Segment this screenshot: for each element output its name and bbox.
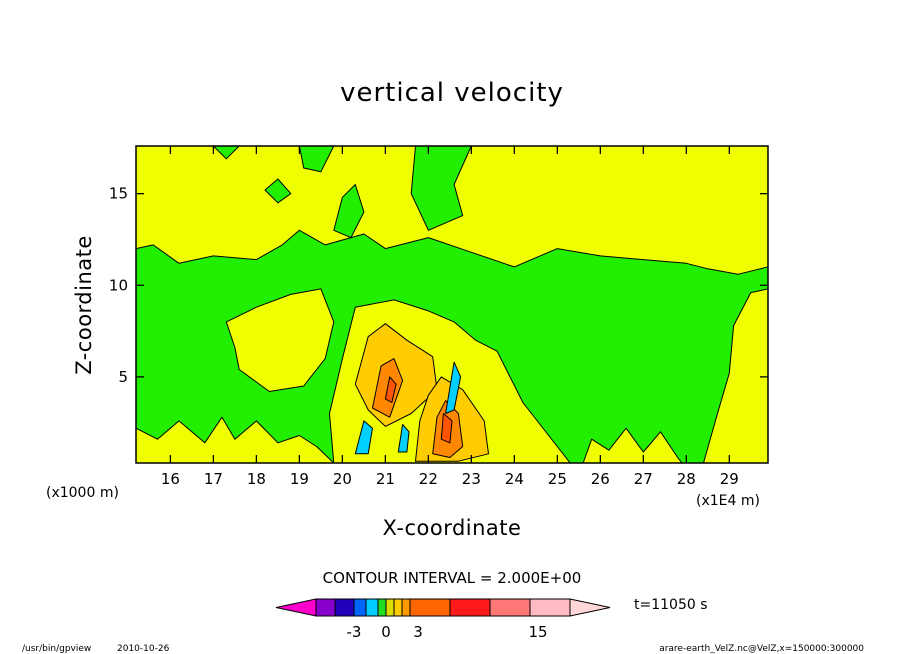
contour-region-cyan [397,424,410,453]
x-tick-label: 19 [290,470,309,488]
contour-region-yellow [582,427,683,463]
colorbar-segment [449,598,491,617]
contour-region-deep_orange [440,413,453,444]
x-tick-label: 29 [720,470,739,488]
x-axis-label: X-coordinate [383,516,522,540]
x-unit-label: (x1E4 m) [696,493,760,509]
y-tick-label: 15 [109,185,128,203]
colorbar-segment [489,598,531,617]
footer-program: /usr/bin/gpview [22,644,91,654]
y-tick-label: 5 [118,368,128,386]
plot-area [135,145,769,464]
x-tick-label: 22 [419,470,438,488]
contour-region-yellow [136,416,335,463]
contour-region-cyan [445,361,462,414]
contour-region-cyan [354,420,373,455]
contour-region-deep_orange [384,376,397,403]
colorbar-tick-label: 15 [528,623,547,641]
x-tick-label: 21 [376,470,395,488]
x-tick-label: 16 [161,470,180,488]
colorbar-segment [401,598,411,617]
x-tick-label: 25 [548,470,567,488]
colorbar-segment [377,598,387,617]
contour-interval-label: CONTOUR INTERVAL = 2.000E+00 [323,569,582,587]
colorbar-tick-label: -3 [347,623,362,641]
contour-region-green [212,146,240,160]
colorbar-tick-labels: -3 0 3 15 [347,623,548,641]
y-axis-label: Z-coordinate [72,235,96,375]
x-axis-ticks: 16 17 18 19 20 21 22 23 24 25 26 27 28 29 [161,146,739,488]
colorbar [275,598,611,617]
colorbar-segment [409,598,451,617]
colorbar-segment [529,598,571,617]
colorbar-segment [353,598,367,617]
colorbar-segment [393,598,403,617]
x-tick-label: 18 [247,470,266,488]
x-tick-label: 24 [505,470,524,488]
y-unit-label: (x1000 m) [46,485,119,501]
colorbar-segment [334,598,355,617]
contour-region-yellow [703,288,768,463]
colorbar-tick-label: 0 [381,623,391,641]
y-axis-ticks: 5 10 15 [109,185,768,386]
colorbar-segment [315,598,336,617]
x-tick-label: 27 [634,470,653,488]
x-tick-label: 20 [333,470,352,488]
contour-region-yellow [225,288,335,392]
contour-regions [136,146,768,463]
contour-region-green [333,184,365,239]
footer-source: arare-earth_VelZ.nc@VelZ,x=150000:300000 [659,644,864,654]
x-tick-label: 28 [677,470,696,488]
contour-region-green [264,178,292,204]
contour-region-green [298,146,335,173]
y-tick-label: 10 [109,276,128,294]
contour-region-green [410,146,472,231]
colorbar-segment [385,598,395,617]
x-tick-label: 26 [591,470,610,488]
x-tick-label: 17 [204,470,223,488]
x-tick-label: 23 [462,470,481,488]
colorbar-tick-label: 3 [413,623,423,641]
colorbar-high-triangle [569,598,611,617]
colorbar-segment [365,598,379,617]
time-label: t=11050 s [634,597,708,613]
plot-frame [135,145,769,464]
chart-title: vertical velocity [340,78,564,108]
footer-date: 2010-10-26 [117,644,170,654]
colorbar-low-triangle [275,598,317,617]
